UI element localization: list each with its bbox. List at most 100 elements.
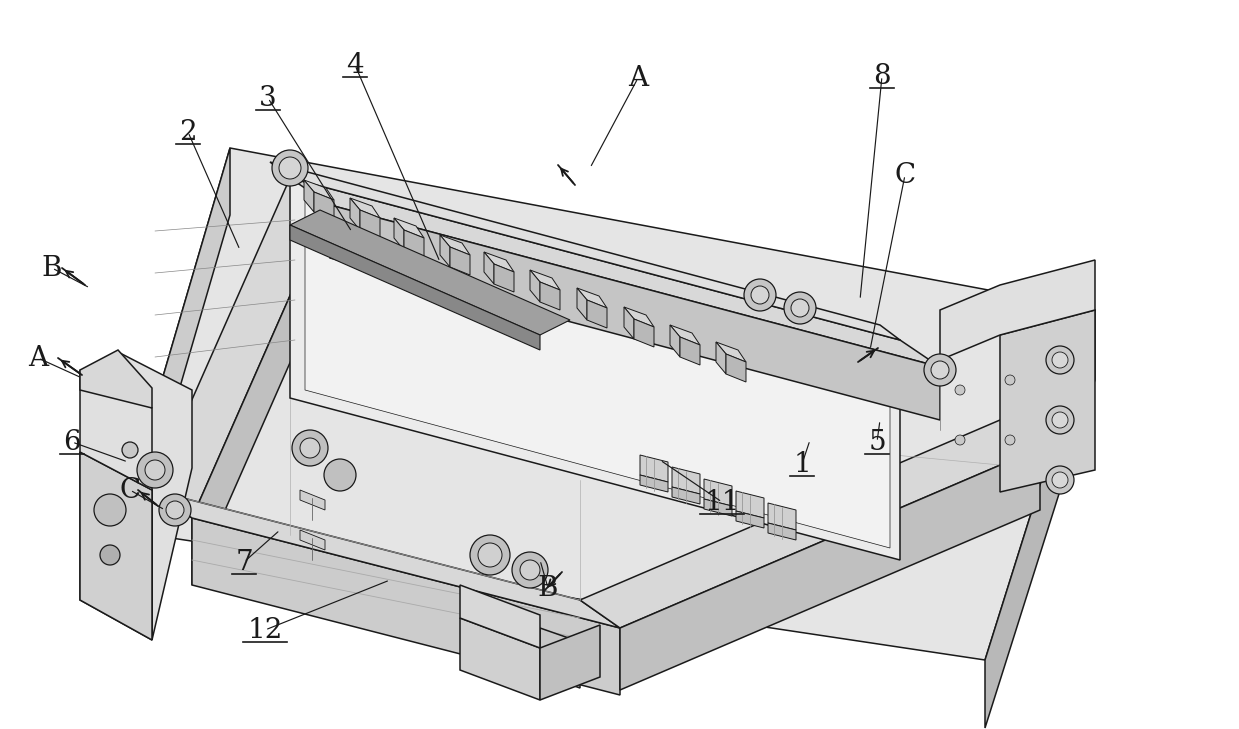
Circle shape [1052,412,1068,428]
Polygon shape [624,307,654,327]
Text: 8: 8 [873,63,891,90]
Polygon shape [716,342,746,362]
Polygon shape [300,530,325,550]
Polygon shape [361,210,380,238]
Polygon shape [530,270,560,290]
Text: 7: 7 [235,548,253,575]
Circle shape [100,545,120,565]
Polygon shape [152,178,330,518]
Text: 5: 5 [869,429,886,456]
Text: 1: 1 [793,451,810,477]
Polygon shape [118,352,192,640]
Polygon shape [394,218,424,238]
Polygon shape [300,490,325,510]
Polygon shape [620,448,1040,690]
Polygon shape [587,300,607,328]
Circle shape [1046,466,1074,494]
Polygon shape [540,628,580,662]
Polygon shape [81,452,152,640]
Polygon shape [726,354,746,382]
Polygon shape [540,625,600,700]
Circle shape [325,459,356,491]
Polygon shape [494,264,514,292]
Text: A: A [628,64,648,92]
Text: 4: 4 [346,52,364,79]
Polygon shape [290,210,570,335]
Polygon shape [768,503,795,530]
Polygon shape [81,452,152,640]
Polygon shape [641,455,668,482]
Circle shape [1005,435,1015,445]
Circle shape [1046,346,1074,374]
Circle shape [930,361,949,379]
Polygon shape [313,192,335,220]
Polygon shape [577,288,607,308]
Text: B: B [42,254,62,281]
Circle shape [743,279,776,311]
Polygon shape [152,490,620,628]
Circle shape [470,535,510,575]
Polygon shape [985,310,1095,728]
Circle shape [1052,472,1068,488]
Polygon shape [624,307,634,339]
Polygon shape [1000,310,1095,492]
Circle shape [478,543,502,567]
Polygon shape [736,491,764,518]
Text: B: B [538,574,559,601]
Text: A: A [28,345,48,372]
Polygon shape [440,235,470,255]
Polygon shape [330,205,940,420]
Text: 6: 6 [63,429,81,456]
Polygon shape [484,252,494,284]
Circle shape [121,442,138,458]
Polygon shape [634,319,654,347]
Polygon shape [530,270,540,302]
Circle shape [138,452,173,488]
Polygon shape [394,218,404,250]
Circle shape [292,430,328,466]
Polygon shape [440,235,450,267]
Polygon shape [704,499,732,516]
Polygon shape [540,648,580,688]
Text: C: C [119,477,140,504]
Polygon shape [192,205,330,585]
Polygon shape [670,325,680,357]
Polygon shape [484,252,514,272]
Polygon shape [577,288,587,320]
Polygon shape [81,370,152,490]
Text: C: C [895,162,916,189]
Polygon shape [304,180,313,212]
Polygon shape [290,225,540,350]
Circle shape [273,150,309,186]
Polygon shape [716,342,726,374]
Polygon shape [460,585,540,648]
Polygon shape [670,325,700,345]
Polygon shape [304,180,335,200]
Circle shape [955,435,965,445]
Polygon shape [736,511,764,528]
Text: 2: 2 [180,119,197,146]
Polygon shape [349,198,361,230]
Text: 3: 3 [259,85,276,112]
Polygon shape [118,148,230,600]
Polygon shape [290,178,900,560]
Circle shape [955,385,965,395]
Circle shape [784,292,817,324]
Polygon shape [641,475,668,492]
Polygon shape [349,198,380,218]
Polygon shape [290,178,940,367]
Circle shape [790,299,809,317]
Text: 12: 12 [248,617,282,644]
Polygon shape [460,618,540,700]
Polygon shape [580,420,1040,628]
Circle shape [1046,406,1074,434]
Polygon shape [672,487,700,504]
Circle shape [924,354,957,386]
Polygon shape [118,148,1095,660]
Circle shape [751,286,769,304]
Polygon shape [704,479,732,506]
Polygon shape [540,282,560,310]
Polygon shape [450,247,470,275]
Polygon shape [940,260,1095,360]
Circle shape [279,157,301,179]
